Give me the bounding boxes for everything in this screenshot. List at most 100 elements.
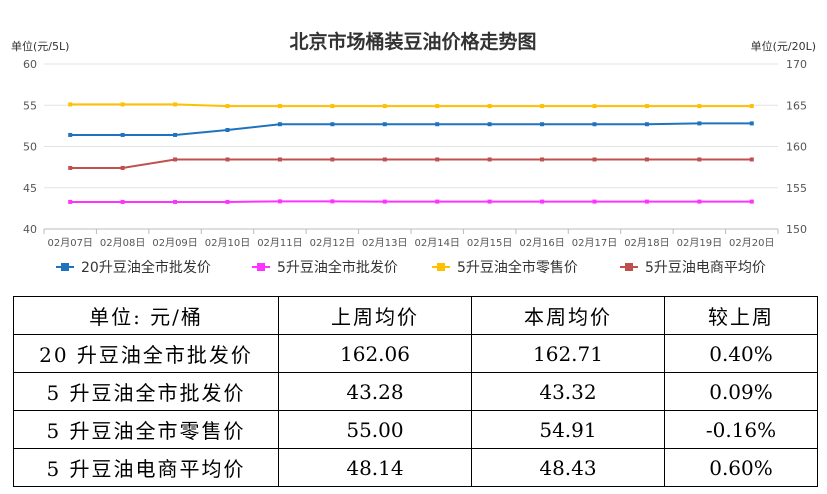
series-4-point: [644, 157, 649, 162]
x-tick-label: 02月19日: [677, 237, 722, 249]
legend-swatch-marker: [625, 263, 633, 271]
series-line-3: [70, 103, 752, 108]
row-label: 5 升豆油电商平均价: [13, 448, 279, 487]
series-4-point: [749, 157, 754, 162]
series-line-1: [70, 122, 752, 136]
series-2-point: [330, 199, 335, 204]
y-left-tick-label: 55: [23, 99, 37, 112]
y-right-tick-label: 165: [786, 99, 807, 112]
this-week-price: 162.71: [471, 334, 665, 373]
row-label: 5 升豆油全市批发价: [13, 372, 279, 411]
y-left-tick-label: 60: [23, 58, 37, 71]
series-3-point: [435, 104, 440, 109]
header-last-week: 上周均价: [278, 296, 472, 335]
x-tick-label: 02月18日: [624, 237, 669, 249]
header-this-week: 本周均价: [471, 296, 665, 335]
x-tick-label: 02月12日: [310, 237, 355, 249]
series-4-point: [435, 157, 440, 162]
series-2-point: [68, 199, 73, 204]
series-2-point: [644, 199, 649, 204]
series-1-point: [173, 132, 178, 137]
x-tick-label: 02月09日: [152, 237, 197, 249]
series-3-point: [487, 104, 492, 109]
series-3-point: [173, 102, 178, 107]
x-tick-label: 02月15日: [467, 237, 512, 249]
table-row: 5 升豆油全市零售价 55.00 54.91 -0.16%: [13, 410, 818, 449]
series-2-point: [225, 199, 230, 204]
series-2-point: [435, 199, 440, 204]
series-2-point: [382, 199, 387, 204]
table-row: 5 升豆油全市批发价 43.28 43.32 0.09%: [13, 372, 818, 411]
series-3-point: [382, 104, 387, 109]
change-percent: -0.16%: [664, 410, 818, 449]
series-2-point: [749, 199, 754, 204]
change-percent: 0.09%: [664, 372, 818, 411]
series-line-2: [70, 200, 752, 203]
x-tick-label: 02月10日: [205, 237, 250, 249]
table-row: 5 升豆油电商平均价 48.14 48.43 0.60%: [13, 448, 818, 487]
legend-label: 5升豆油全市批发价: [277, 259, 398, 276]
series-4-point: [697, 157, 702, 162]
series-4-point: [330, 157, 335, 162]
header-change: 较上周: [664, 296, 818, 335]
change-percent: 0.60%: [664, 448, 818, 487]
series-1-point: [697, 121, 702, 126]
x-tick-label: 02月16日: [519, 237, 564, 249]
series-1-point: [592, 122, 597, 127]
y-right-tick-label: 170: [786, 58, 807, 71]
series-4-point: [173, 157, 178, 162]
series-1-point: [644, 122, 649, 127]
series-3-point: [540, 104, 545, 109]
y-left-unit-label: 单位(元/5L): [11, 39, 69, 53]
chart-title: 北京市场桶装豆油价格走势图: [289, 30, 536, 53]
table-header-row: 单位: 元/桶 上周均价 本周均价 较上周: [13, 296, 818, 335]
series-1-point: [68, 132, 73, 137]
series-1-point: [120, 132, 125, 137]
series-3-point: [120, 102, 125, 107]
y-left-tick-label: 40: [23, 223, 37, 236]
legend-swatch-marker: [437, 263, 445, 271]
series-4-point: [120, 165, 125, 170]
series-3-point: [749, 104, 754, 109]
series-4-point: [225, 157, 230, 162]
series-3-point: [592, 104, 597, 109]
x-tick-label: 02月17日: [572, 237, 617, 249]
y-left-tick-label: 50: [23, 141, 37, 154]
x-tick-label: 02月14日: [414, 237, 459, 249]
series-line-4: [70, 158, 752, 169]
y-right-tick-label: 155: [786, 182, 807, 195]
x-tick-label: 02月08日: [100, 237, 145, 249]
series-2-point: [697, 199, 702, 204]
series-3-point: [330, 104, 335, 109]
x-tick-label: 02月07日: [47, 237, 92, 249]
series-2-point: [173, 199, 178, 204]
series-3-point: [68, 102, 73, 107]
series-3-point: [277, 104, 282, 109]
series-4-point: [68, 165, 73, 170]
series-4-point: [277, 157, 282, 162]
price-trend-chart: 北京市场桶装豆油价格走势图 单位(元/5L) 单位(元/20L) 40 45 50 55 60…: [11, 30, 816, 276]
table-row: 20 升豆油全市批发价 162.06 162.71 0.40%: [13, 334, 818, 373]
header-unit: 单位: 元/桶: [13, 296, 279, 335]
price-summary-table: 单位: 元/桶 上周均价 本周均价 较上周 20 升豆油全市批发价 162.06…: [13, 296, 818, 487]
row-label: 20 升豆油全市批发价: [13, 334, 279, 373]
this-week-price: 54.91: [471, 410, 665, 449]
y-left-tick-label: 45: [23, 182, 37, 195]
series-4-point: [382, 157, 387, 162]
x-tick-label: 02月11日: [257, 237, 302, 249]
last-week-price: 43.28: [278, 372, 472, 411]
series-1-point: [435, 122, 440, 127]
series-2-point: [487, 199, 492, 204]
series-1-point: [487, 122, 492, 127]
legend-label: 5升豆油电商平均价: [645, 260, 766, 276]
y-right-tick-label: 160: [786, 141, 807, 154]
this-week-price: 43.32: [471, 372, 665, 411]
series-1-point: [382, 122, 387, 127]
last-week-price: 55.00: [278, 410, 472, 449]
y-right-unit-label: 单位(元/20L): [751, 39, 816, 53]
series-2-point: [277, 199, 282, 204]
series-1-point: [277, 122, 282, 127]
series-1-point: [330, 122, 335, 127]
legend-label: 5升豆油全市零售价: [457, 259, 578, 276]
series-4-point: [592, 157, 597, 162]
